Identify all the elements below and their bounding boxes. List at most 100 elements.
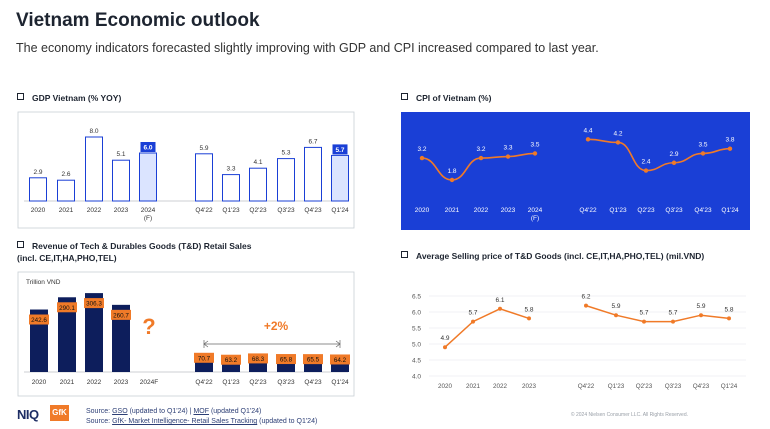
- gdp-bar: [112, 159, 130, 202]
- gdp-chart: 2.9 2020 2.6 2021 8.0 2022 5.1 2023 6.0 2024 (F) 5.…: [17, 111, 355, 229]
- gdp-frame: [17, 111, 355, 229]
- revenue-chart-subtitle: (incl. CE,IT,HA,PHO,TEL): [17, 253, 117, 263]
- asp-annual-value-label: 5.8: [524, 306, 533, 313]
- gdp-bar: [222, 174, 240, 202]
- cpi-category-label: 2023: [501, 207, 516, 214]
- revenue-value-label: 64.2: [334, 357, 347, 364]
- asp-annual-point: [527, 316, 531, 321]
- mof-link[interactable]: MOF: [193, 408, 210, 415]
- revenue-value-label-bg: [194, 352, 214, 363]
- cpi-quarterly-point: [671, 160, 677, 165]
- gdp-category-label: Q4'22: [195, 207, 213, 214]
- cpi-quarterly-value-label: 4.2: [613, 130, 622, 137]
- gdp-category-label: Q1'24: [331, 207, 349, 214]
- revenue-chart: Trillion VND 242.6 2020 290.1 2021 306.3 2022 2…: [17, 271, 355, 397]
- copyright-notice: © 2024 Nielsen Consumer LLC. All Rights …: [570, 412, 688, 418]
- revenue-bar: [112, 304, 130, 372]
- gdp-category-label: Q1'23: [222, 207, 240, 214]
- cpi-annual-value-label: 3.2: [476, 146, 485, 153]
- cpi-category-label: Q3'23: [665, 207, 683, 214]
- asp-quarterly-point: [727, 316, 731, 321]
- revenue-value-label-bg: [111, 309, 131, 320]
- cpi-annual-point: [478, 155, 484, 161]
- asp-y-tick: 4.5: [412, 358, 421, 365]
- checkbox-bullet-icon: [401, 251, 408, 258]
- revenue-value-label: 242.6: [31, 317, 47, 324]
- revenue-category-label: Q1'24: [331, 379, 349, 386]
- gdp-category-label: 2021: [59, 207, 74, 214]
- source-line-1: Source: GSO (updated to Q1'24) | MOF (up…: [86, 408, 262, 415]
- asp-quarterly-value-label: 6.2: [581, 294, 590, 301]
- gdp-value-label: 6.0: [143, 145, 152, 152]
- cpi-category-label: 2022: [474, 207, 489, 214]
- cpi-panel-bg: [401, 112, 750, 230]
- revenue-category-label: 2020: [32, 379, 47, 386]
- gdp-value-label: 8.0: [89, 128, 98, 135]
- cpi-quarterly-value-label: 2.9: [669, 151, 678, 158]
- gdp-category-label: 2023: [114, 207, 129, 214]
- gdp-value-label: 4.1: [253, 159, 262, 166]
- gdp-category-label: 2020: [31, 207, 46, 214]
- cpi-quarterly-line: [587, 138, 731, 172]
- revenue-bar: [85, 293, 103, 372]
- asp-annual-point: [498, 306, 502, 311]
- checkbox-bullet-icon: [401, 93, 408, 100]
- revenue-bar: [58, 297, 76, 372]
- cpi-annual-value-label: 3.5: [530, 141, 539, 148]
- cpi-category-label: 2020: [415, 207, 430, 214]
- revenue-value-label-bg: [248, 353, 268, 364]
- cpi-category-label: Q4'22: [579, 207, 597, 214]
- gdp-bar: [57, 179, 75, 202]
- revenue-forecast-marker: ?: [142, 314, 155, 339]
- gdp-bar: [139, 152, 157, 202]
- revenue-category-label: 2022: [87, 379, 102, 386]
- cpi-category-label: 2021: [445, 207, 460, 214]
- gdp-bar: [277, 158, 295, 202]
- cpi-annual-value-label: 3.2: [417, 146, 426, 153]
- asp-quarterly-value-label: 5.7: [639, 310, 648, 317]
- cpi-quarterly-value-label: 3.8: [725, 137, 734, 144]
- checkbox-bullet-icon: [17, 93, 24, 100]
- asp-category-label: Q4'22: [578, 383, 595, 390]
- revenue-value-label-bg: [84, 298, 104, 309]
- cpi-annual-point: [419, 155, 425, 161]
- cpi-chart-title: CPI of Vietnam (%): [401, 92, 491, 104]
- cpi-category-label: Q1'23: [609, 207, 627, 214]
- revenue-category-label: Q1'23: [222, 379, 240, 386]
- revenue-category-label: 2024F: [140, 379, 158, 386]
- revenue-value-label: 290.1: [59, 305, 75, 312]
- asp-annual-point: [471, 319, 475, 324]
- revenue-category-label: Q4'22: [195, 379, 213, 386]
- asp-category-label: Q3'23: [665, 383, 682, 390]
- asp-annual-point: [443, 345, 447, 350]
- cpi-quarterly-value-label: 2.4: [641, 159, 650, 166]
- asp-y-tick: 6.0: [412, 310, 421, 317]
- asp-quarterly-value-label: 5.9: [696, 303, 705, 310]
- revenue-category-label: Q2'23: [249, 379, 267, 386]
- revenue-category-label: 2023: [114, 379, 129, 386]
- gdp-value-label: 6.7: [308, 138, 317, 145]
- cpi-annual-value-label: 1.8: [447, 168, 456, 175]
- revenue-value-label: 65.5: [307, 357, 320, 364]
- revenue-growth-annotation: +2%: [264, 319, 289, 333]
- cpi-category-label: Q4'23: [694, 207, 712, 214]
- asp-category-label: 2021: [466, 383, 481, 390]
- gdp-value-label-bg: [332, 144, 348, 155]
- cpi-quarterly-point: [615, 140, 621, 145]
- revenue-category-label: Q3'23: [277, 379, 295, 386]
- asp-annual-value-label: 4.9: [440, 335, 449, 342]
- revenue-category-label: 2021: [60, 379, 75, 386]
- gso-link[interactable]: GSO: [112, 408, 128, 415]
- revenue-value-label: 260.7: [113, 312, 129, 319]
- asp-category-label: 2020: [438, 383, 453, 390]
- asp-category-label: Q4'23: [693, 383, 710, 390]
- cpi-category-label: Q2'23: [637, 207, 655, 214]
- gdp-bar: [331, 154, 349, 202]
- gdp-category-label: 2024 (F): [141, 207, 156, 222]
- asp-y-tick: 4.0: [412, 374, 421, 381]
- revenue-value-label: 306.3: [86, 301, 102, 308]
- cpi-category-label: 2024 (F): [528, 207, 543, 222]
- revenue-unit-label: Trillion VND: [26, 279, 61, 286]
- gfk-source-link[interactable]: GfK- Market Intelligence- Retail Sales T…: [112, 418, 258, 425]
- asp-annual-value-label: 6.1: [495, 297, 504, 304]
